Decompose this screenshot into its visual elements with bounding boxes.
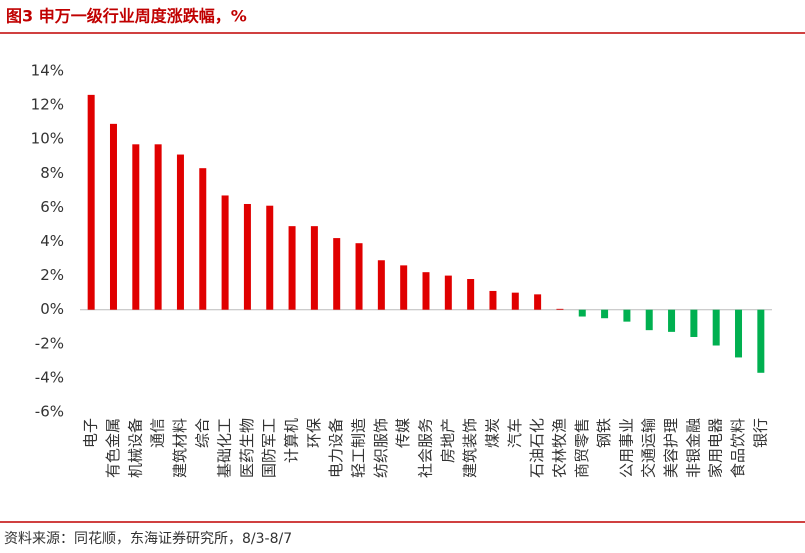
bar [601, 309, 609, 319]
x-tick-label: 银行 [751, 418, 769, 448]
x-tick-label: 传媒 [394, 418, 412, 448]
bar [489, 290, 497, 310]
bar [556, 308, 564, 310]
x-tick-label: 建筑材料 [171, 418, 189, 478]
x-tick-label: 社会服务 [417, 418, 435, 478]
bar [199, 168, 207, 310]
bar [221, 195, 229, 310]
x-tick-label: 医药生物 [238, 418, 256, 478]
x-tick-label: 计算机 [283, 418, 301, 463]
x-tick-label: 通信 [149, 418, 167, 448]
x-tick-label: 建筑装饰 [461, 418, 479, 478]
bar [154, 144, 162, 310]
x-tick-label: 非银金融 [684, 418, 702, 478]
x-tick-label: 电子 [82, 418, 100, 448]
x-tick-label: 基础化工 [216, 418, 234, 478]
bar [645, 309, 653, 331]
y-tick-label: 4% [40, 232, 64, 250]
x-tick-label: 交通运输 [640, 418, 658, 478]
bar [109, 123, 117, 310]
x-tick-label: 环保 [305, 418, 323, 448]
x-tick-label: 国防军工 [260, 418, 278, 478]
x-tick-label: 综合 [193, 418, 211, 448]
x-tick-label: 轻工制造 [350, 418, 368, 478]
bar [757, 309, 765, 373]
bar [668, 309, 676, 332]
bar [712, 309, 720, 346]
bar [243, 203, 251, 310]
x-tick-label: 石油石化 [528, 418, 546, 478]
y-tick-label: 8% [40, 164, 64, 182]
x-tick-label: 有色金属 [104, 418, 122, 478]
bar [310, 226, 318, 310]
y-tick-label: -2% [35, 334, 64, 352]
x-tick-label: 汽车 [506, 418, 524, 448]
y-tick-label: 2% [40, 266, 64, 284]
bar [444, 275, 452, 310]
x-tick-label: 房地产 [439, 418, 457, 463]
bar [534, 294, 542, 310]
bar [355, 243, 363, 310]
x-tick-label: 家用电器 [707, 418, 725, 478]
bar [132, 144, 140, 310]
x-tick-label: 商贸零售 [573, 418, 591, 478]
bar [623, 309, 631, 322]
bar [735, 309, 743, 358]
x-tick-label: 美容护理 [662, 418, 680, 478]
bar [578, 309, 586, 317]
y-tick-label: 6% [40, 198, 64, 216]
x-tick-label: 电力设备 [327, 418, 345, 478]
bar [176, 154, 184, 310]
x-tick-label: 钢铁 [595, 418, 613, 448]
x-tick-label: 食品饮料 [729, 418, 747, 478]
chart-title: 图3 申万一级行业周度涨跌幅，% [6, 7, 247, 26]
bar [288, 226, 296, 310]
y-tick-label: 10% [31, 130, 64, 148]
bar [87, 94, 95, 310]
bar [511, 292, 519, 310]
y-tick-label: 14% [31, 62, 64, 80]
bar [467, 279, 475, 310]
x-tick-label: 煤炭 [483, 418, 501, 448]
bar [266, 205, 274, 310]
x-tick-label: 机械设备 [126, 418, 144, 478]
bar [422, 272, 430, 310]
bar [377, 260, 385, 310]
bar [400, 265, 408, 310]
y-tick-label: -6% [35, 403, 64, 421]
y-tick-label: 12% [31, 96, 64, 114]
y-tick-label: 0% [40, 300, 64, 318]
x-tick-label: 农林牧渔 [550, 418, 568, 478]
x-tick-label: 纺织服饰 [372, 418, 390, 478]
bar [690, 309, 698, 337]
source-note: 资料来源：同花顺，东海证券研究所，8/3-8/7 [4, 531, 292, 547]
x-tick-label: 公用事业 [617, 418, 635, 478]
y-tick-label: -4% [35, 368, 64, 386]
bar [333, 238, 341, 310]
